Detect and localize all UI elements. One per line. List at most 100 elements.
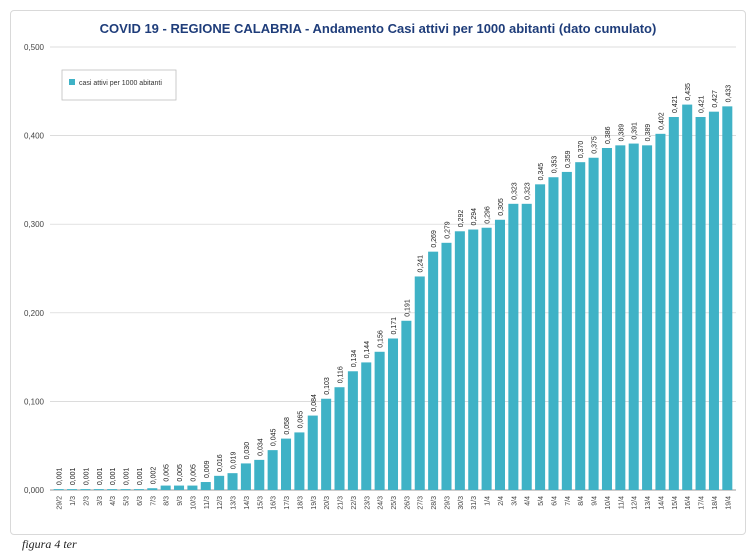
data-label: 0,034 (257, 438, 264, 456)
data-label: 0,001 (110, 467, 117, 485)
data-label: 0,435 (685, 83, 692, 101)
x-tick-label: 16/4 (685, 496, 692, 510)
bar (708, 111, 719, 490)
data-label: 0,389 (645, 124, 652, 142)
bar (53, 489, 64, 490)
bar (561, 171, 572, 490)
x-tick-label: 15/4 (672, 496, 679, 510)
x-tick-label: 5/3 (124, 496, 131, 506)
data-label: 0,296 (485, 206, 492, 224)
x-tick-label: 30/3 (458, 496, 465, 510)
x-tick-label: 14/3 (244, 496, 251, 510)
x-tick-label: 23/3 (364, 496, 371, 510)
legend-swatch (69, 79, 75, 85)
x-tick-label: 18/3 (297, 496, 304, 510)
data-label: 0,391 (632, 122, 639, 140)
bar (548, 177, 559, 490)
data-label: 0,058 (284, 417, 291, 435)
bar (214, 475, 225, 490)
data-label: 0,001 (57, 467, 64, 485)
bars (53, 104, 733, 491)
x-tick-label: 9/3 (177, 496, 184, 506)
data-label: 0,019 (231, 452, 238, 470)
bar (575, 162, 586, 490)
y-axis: 0,000 0,100 0,200 0,300 0,400 0,500 (24, 43, 45, 495)
bar (494, 219, 505, 490)
x-tick-label: 1/3 (70, 496, 77, 506)
chart-title: COVID 19 - REGIONE CALABRIA - Andamento … (100, 21, 657, 36)
data-label: 0,030 (244, 442, 251, 460)
y-tick-label: 0,200 (24, 309, 45, 318)
bar (668, 116, 679, 490)
data-label: 0,375 (592, 136, 599, 154)
bar (93, 489, 104, 490)
bar (160, 485, 171, 490)
bar (227, 473, 238, 490)
x-tick-label: 16/3 (271, 496, 278, 510)
legend: casi attivi per 1000 abitanti (61, 69, 177, 101)
x-tick-label: 3/4 (511, 496, 518, 506)
bar (414, 276, 425, 490)
x-tick-label: 3/3 (97, 496, 104, 506)
data-label: 0,084 (311, 394, 318, 412)
bar (468, 229, 479, 491)
data-label: 0,002 (150, 467, 157, 485)
bar (374, 351, 385, 490)
data-label: 0,241 (418, 255, 425, 273)
x-tick-label: 6/3 (137, 496, 144, 506)
bar (615, 145, 626, 490)
x-tick-label: 26/3 (404, 496, 411, 510)
bar (267, 450, 278, 490)
x-tick-label: 12/4 (632, 496, 639, 510)
x-tick-label: 7/3 (150, 496, 157, 506)
bar (334, 387, 345, 490)
bar (361, 362, 372, 490)
y-tick-label: 0,400 (24, 132, 45, 141)
data-label: 0,016 (217, 454, 224, 472)
data-label: 0,045 (271, 429, 278, 447)
x-tick-label: 7/4 (565, 496, 572, 506)
x-tick-label: 11/3 (204, 496, 211, 509)
x-tick-label: 1/4 (485, 496, 492, 506)
legend-label: casi attivi per 1000 abitanti (79, 80, 162, 87)
x-tick-label: 10/3 (190, 496, 197, 510)
bar (174, 485, 185, 490)
x-tick-label: 31/3 (471, 496, 478, 510)
figure-caption: figura 4 ter (22, 537, 77, 551)
x-tick-label: 8/3 (164, 496, 171, 506)
x-tick-label: 29/2 (57, 496, 64, 510)
data-label: 0,134 (351, 350, 358, 368)
bar (107, 489, 118, 490)
data-label: 0,156 (378, 330, 385, 348)
data-label: 0,116 (338, 366, 345, 383)
bar (133, 489, 144, 490)
bar (387, 338, 399, 490)
bar (682, 104, 693, 490)
x-tick-label: 4/4 (525, 496, 532, 506)
data-labels: 0,001 0,001 0,001 0,001 0,001 0,001 0,001 0,002… (57, 83, 733, 485)
x-tick-label: 24/3 (378, 496, 385, 510)
bar (401, 320, 412, 490)
data-label: 0,191 (404, 299, 411, 317)
y-tick-label: 0,500 (24, 43, 45, 52)
x-tick-label: 20/3 (324, 496, 331, 510)
data-label: 0,001 (70, 467, 77, 485)
data-label: 0,144 (364, 341, 371, 359)
y-tick-label: 0,000 (24, 486, 45, 495)
bar (294, 432, 305, 490)
data-label: 0,279 (444, 221, 451, 239)
data-label: 0,005 (190, 464, 197, 482)
x-tick-label: 18/4 (712, 496, 719, 510)
data-label: 0,389 (618, 124, 625, 142)
legend-box (61, 69, 177, 101)
data-label: 0,001 (137, 467, 144, 485)
data-label: 0,402 (658, 112, 665, 130)
bar (321, 398, 332, 490)
data-label: 0,421 (672, 95, 679, 113)
x-tick-label: 19/3 (311, 496, 318, 510)
x-tick-label: 2/3 (83, 496, 90, 506)
bar (521, 203, 532, 490)
data-label: 0,345 (538, 163, 545, 181)
bar (67, 489, 78, 490)
bar (307, 415, 318, 490)
